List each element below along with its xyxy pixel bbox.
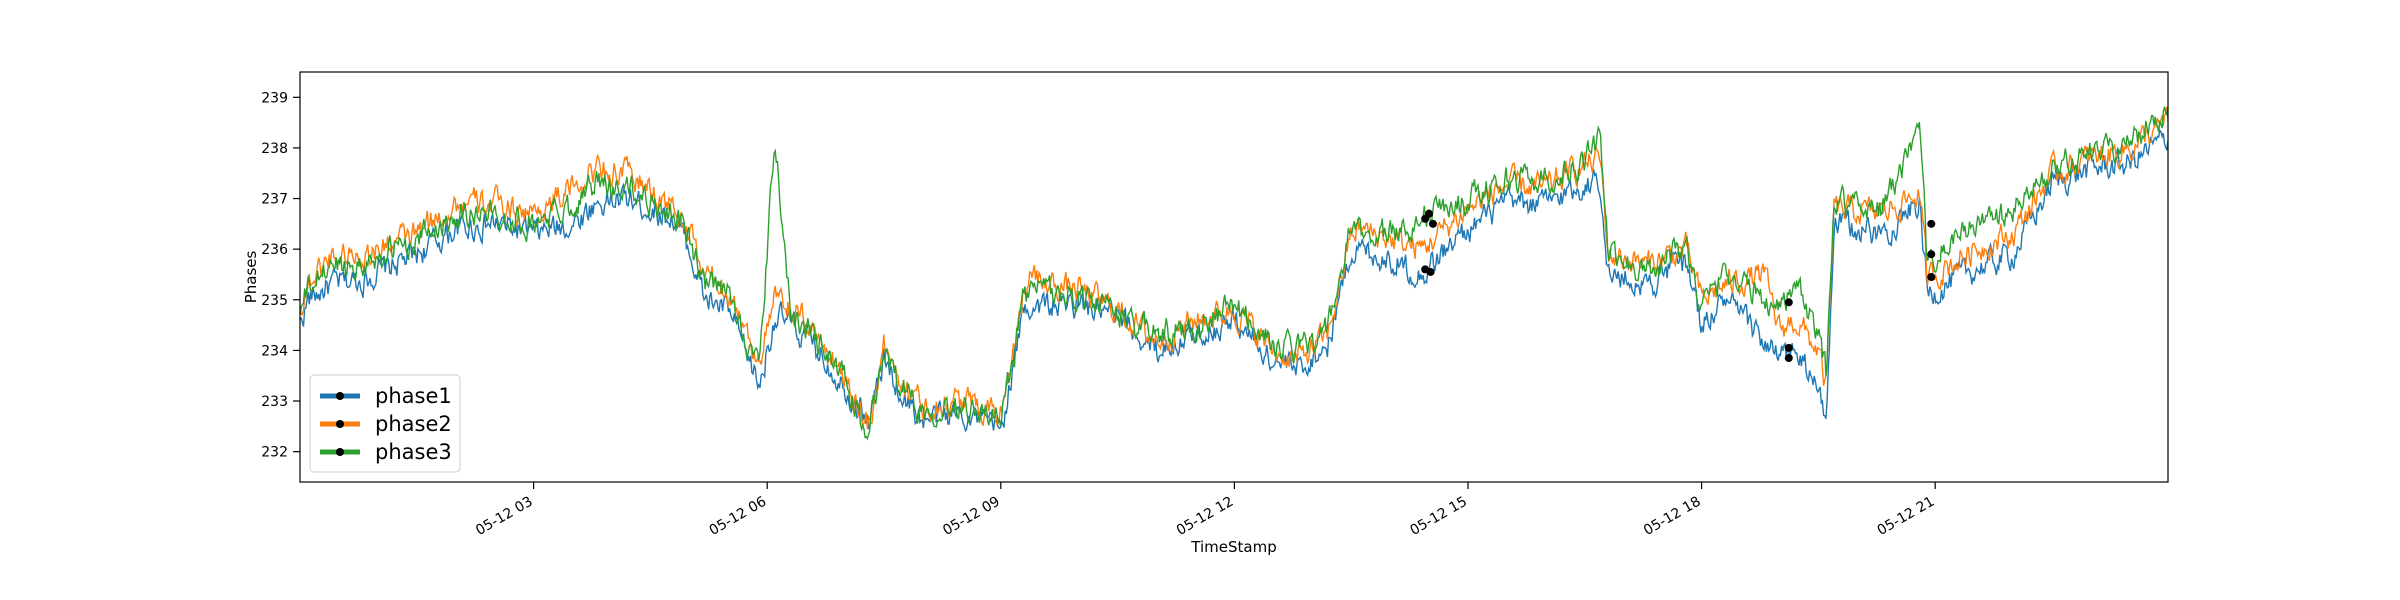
x-tick-label-6: 05-12 21 [1875, 494, 1938, 539]
data-marker-7 [1784, 353, 1793, 362]
data-marker-5 [1784, 298, 1793, 307]
legend: phase1 phase2 phase3 [309, 374, 461, 473]
data-marker-4 [1426, 267, 1435, 276]
legend-box [309, 374, 461, 473]
legend-entry-phase2: phase2 [320, 412, 452, 436]
data-marker-10 [1927, 273, 1936, 281]
x-tick-label-5: 05-12 18 [1641, 494, 1704, 539]
y-tick-label-239: 239 [261, 90, 288, 106]
y-tick-label-238: 238 [261, 141, 288, 157]
plot-frame [299, 71, 2169, 483]
marker-layer [1421, 209, 1936, 362]
y-axis: 232 233 234 235 236 237 238 239 [261, 90, 300, 461]
series-phase3 [299, 106, 2169, 441]
y-axis-label: Phases [242, 251, 260, 304]
legend-marker-phase3 [336, 448, 344, 456]
legend-label-phase2: phase2 [375, 412, 452, 436]
y-tick-label-234: 234 [261, 343, 288, 359]
series-layer [299, 106, 2169, 441]
legend-entry-phase3: phase3 [320, 440, 452, 464]
legend-label-phase3: phase3 [375, 440, 452, 464]
data-marker-6 [1784, 343, 1793, 352]
x-tick-label-2: 05-12 09 [940, 494, 1003, 539]
x-axis-label: TimeStamp [1190, 538, 1276, 556]
legend-entry-phase1: phase1 [320, 384, 452, 408]
y-tick-label-232: 232 [261, 445, 288, 461]
x-tick-label-3: 05-12 12 [1174, 494, 1237, 539]
legend-label-phase1: phase1 [375, 384, 452, 408]
data-marker-1 [1425, 209, 1434, 218]
y-tick-label-235: 235 [261, 293, 288, 309]
data-marker-2 [1428, 219, 1437, 228]
x-tick-label-4: 05-12 15 [1407, 494, 1470, 539]
x-axis: 05-12 03 05-12 06 05-12 09 05-12 12 05-12 15… [473, 482, 1937, 539]
data-marker-9 [1927, 250, 1936, 259]
data-marker-8 [1927, 219, 1936, 228]
series-phase2 [299, 106, 2169, 430]
x-tick-label-0: 05-12 03 [473, 494, 536, 539]
y-tick-label-236: 236 [261, 242, 288, 258]
legend-marker-phase1 [336, 392, 344, 400]
series-phase1 [299, 128, 2169, 433]
x-tick-label-1: 05-12 06 [707, 494, 770, 539]
y-tick-label-237: 237 [261, 192, 288, 208]
legend-marker-phase2 [336, 420, 344, 428]
y-tick-label-233: 233 [261, 394, 288, 410]
